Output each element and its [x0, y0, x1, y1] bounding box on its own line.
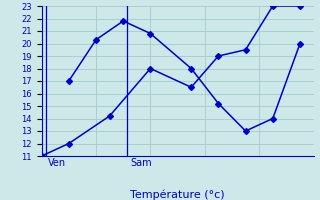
Text: Sam: Sam	[130, 158, 152, 168]
Text: Température (°c): Température (°c)	[130, 189, 225, 200]
Text: Ven: Ven	[48, 158, 67, 168]
